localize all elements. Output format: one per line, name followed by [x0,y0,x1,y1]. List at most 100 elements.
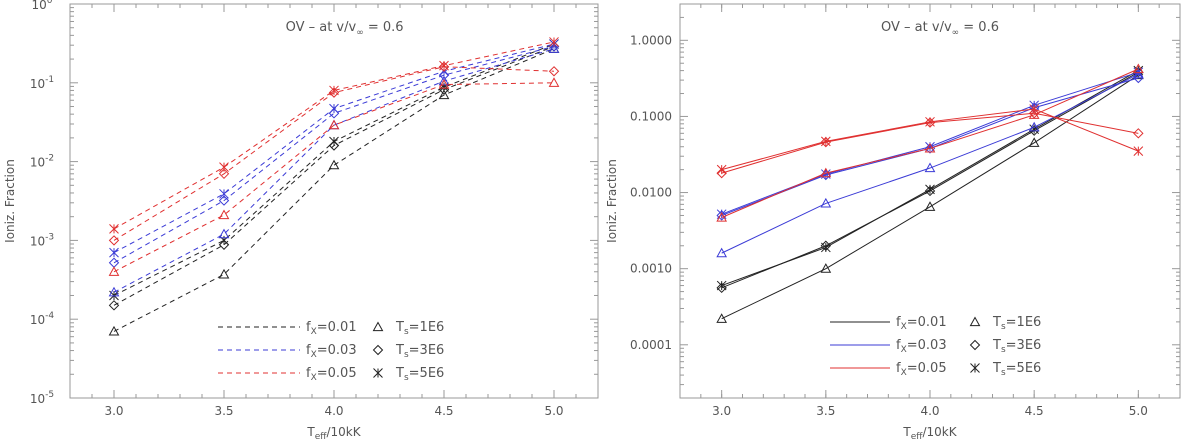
data-point-triangle [924,162,936,173]
y-tick-label: 10-2 [30,154,54,170]
series-line [113,48,555,293]
x-axis-label: Teff/10kK [902,425,957,442]
data-point-star [1029,104,1040,114]
data-point-triangle [716,211,728,222]
data-point-triangle [924,142,936,153]
data-point-star [329,85,339,96]
legend-marker-diamond [969,339,981,351]
data-point-star [549,37,559,47]
x-tick-label: 3.0 [712,404,731,418]
series-fx-0.01-ts-5E6 [109,39,559,301]
legend-line-label: fX=0.01 [306,320,357,337]
legend-marker-star [373,368,383,378]
series-line [721,71,1139,289]
x-tick-label: 3.5 [816,404,835,418]
data-point-star [925,184,935,195]
series-line [721,70,1139,287]
data-point-triangle [438,75,450,86]
series-fx-0.03-ts-1E6 [716,68,1144,258]
y-tick-label: 10-4 [30,311,55,327]
data-point-diamond [548,66,560,77]
y-tick-label: 0.0010 [630,262,672,276]
data-point-diamond [218,195,230,206]
data-point-star [439,82,449,93]
x-tick-label: 3.5 [214,404,233,418]
data-point-star [219,188,229,199]
data-point-diamond [108,235,120,246]
data-point-triangle [924,201,936,211]
series-line [721,74,1139,320]
data-point-triangle [1028,121,1040,132]
data-point-triangle [820,197,832,208]
legend-marker-label: Ts=1E6 [992,315,1041,332]
legend-marker-label: Ts=5E6 [395,366,444,383]
data-point-triangle [716,313,728,323]
chart-title: OV – at v/v∞ = 0.6 [286,20,404,38]
series-fx-0.01-ts-3E6 [108,41,560,311]
y-tick-label: 1.0000 [630,33,672,47]
y-tick-label: 0.0001 [630,338,672,352]
legend-line-label: fX=0.05 [306,366,357,383]
y-axis-label: Ioniz. Fraction [3,159,17,243]
data-point-diamond [1133,72,1144,84]
legend-marker-triangle [969,316,981,327]
data-point-star [329,103,339,114]
data-point-diamond [328,87,340,98]
legend-line-label: fX=0.01 [896,315,947,332]
chart-left-ionization-fraction: 3.0 3.5 4.0 4.5 5.0 10-5 10-4 10-3 10-2 10-1 100 OV… [3,0,599,442]
y-tick-label: 10-5 [30,390,54,406]
legend-line-label: fX=0.03 [306,343,357,360]
data-point-diamond [924,185,936,197]
data-point-diamond [716,282,727,294]
data-point-triangle [328,119,340,130]
x-axis-label: Teff/10kK [306,425,361,442]
series-fx-0.03-ts-1E6 [108,43,560,297]
data-point-triangle [438,89,450,100]
data-point-star [925,116,935,127]
data-point-diamond [218,168,230,180]
data-point-star [109,247,119,258]
series-fx-0.01-ts-3E6 [716,67,1144,294]
data-point-triangle [548,77,560,87]
x-tick-label: 4.5 [434,404,453,418]
x-tick-label: 4.5 [1025,404,1044,418]
x-tick-label: 4.0 [920,404,939,418]
legend-marker-label: Ts=3E6 [992,338,1041,355]
data-point-triangle [218,228,230,239]
legend-marker-star [970,363,980,373]
legend-marker-label: Ts=1E6 [395,320,444,337]
y-tick-label: 10-1 [30,75,54,91]
data-point-star [716,280,727,291]
data-point-triangle [820,167,832,178]
x-tick-label: 5.0 [544,404,563,418]
data-point-diamond [1133,128,1144,139]
series-line [113,82,555,273]
legend-marker-label: Ts=5E6 [992,361,1041,378]
series-line [113,45,555,306]
y-tick-label: 0.1000 [630,109,672,123]
series-fx-0.01-ts-5E6 [716,65,1144,291]
series-fx-0.03-ts-5E6 [109,39,559,258]
data-point-star [439,60,449,71]
data-point-diamond [924,143,936,154]
data-point-star [716,164,727,175]
data-point-triangle [820,263,832,273]
series-fx-0.05-ts-1E6 [108,77,560,276]
legend-line-label: fX=0.05 [896,361,947,378]
legend-line-label: fX=0.03 [896,338,947,355]
data-point-triangle [108,286,120,297]
data-point-triangle [1132,68,1144,79]
series-line [113,41,555,230]
data-point-diamond [108,300,120,311]
data-point-diamond [716,167,727,179]
y-tick-label: 10-3 [30,232,54,248]
data-point-triangle [1132,63,1144,74]
data-point-star [1133,146,1144,156]
data-point-triangle [1028,137,1040,147]
y-tick-label: 0.0100 [630,186,672,200]
data-point-triangle [108,325,120,336]
data-point-star [820,136,831,147]
series-fx-0.01-ts-1E6 [716,69,1144,323]
series-fx-0.05-ts-5E6 [716,104,1144,175]
series-fx-0.05-ts-5E6 [109,37,559,234]
